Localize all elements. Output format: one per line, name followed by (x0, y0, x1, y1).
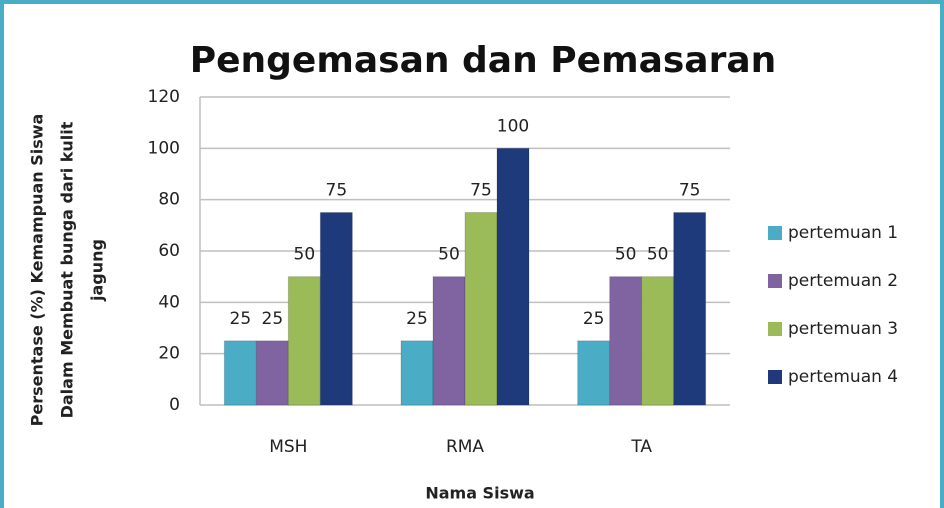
legend-swatch (768, 370, 782, 384)
data-label: 100 (497, 116, 529, 136)
data-label: 75 (679, 181, 701, 201)
bar (641, 276, 675, 406)
data-label: 50 (438, 245, 460, 265)
y-axis-title-line: jagung (88, 239, 107, 302)
bar (223, 340, 257, 406)
legend-label: pertemuan 1 (788, 223, 898, 243)
data-label: 75 (470, 181, 492, 201)
chart-title: Pengemasan dan Pemasaran (190, 40, 777, 81)
y-tick-label: 120 (148, 87, 180, 107)
legend-swatch (768, 274, 782, 288)
legend-label: pertemuan 2 (788, 271, 898, 291)
legend-label: pertemuan 4 (788, 367, 898, 387)
bar (673, 212, 707, 406)
bar (464, 212, 498, 406)
y-axis-title: Persentase (%) Kemampuan Siswa Dalam Mem… (28, 114, 107, 427)
data-label: 50 (647, 245, 669, 265)
y-tick-label: 80 (158, 190, 180, 210)
data-label: 25 (583, 309, 605, 329)
y-tick-label: 100 (148, 138, 180, 158)
x-tick-label: TA (630, 437, 652, 457)
bar (319, 212, 353, 406)
bar (496, 147, 530, 406)
y-tick-label: 40 (158, 292, 180, 312)
data-label: 50 (294, 245, 316, 265)
legend-label: pertemuan 3 (788, 319, 898, 339)
legend-swatch (768, 226, 782, 240)
y-tick-label: 20 (158, 344, 180, 364)
x-tick-label: MSH (269, 437, 307, 457)
data-label: 75 (326, 181, 348, 201)
y-axis-title-line: Persentase (%) Kemampuan Siswa (28, 114, 47, 427)
y-tick-label: 60 (158, 241, 180, 261)
legend-swatch (768, 322, 782, 336)
bar (400, 340, 434, 406)
bar (255, 340, 289, 406)
x-tick-label: RMA (446, 437, 484, 457)
bar (432, 276, 466, 406)
bar (609, 276, 643, 406)
data-label: 50 (615, 245, 637, 265)
y-axis-title-line: Dalam Membuat bunga dari kulit (58, 121, 77, 418)
data-label: 25 (230, 309, 252, 329)
data-label: 25 (262, 309, 284, 329)
data-label: 25 (406, 309, 428, 329)
y-tick-label: 0 (169, 395, 180, 415)
x-axis-title: Nama Siswa (425, 484, 534, 503)
bar (287, 276, 321, 406)
bar (577, 340, 611, 406)
